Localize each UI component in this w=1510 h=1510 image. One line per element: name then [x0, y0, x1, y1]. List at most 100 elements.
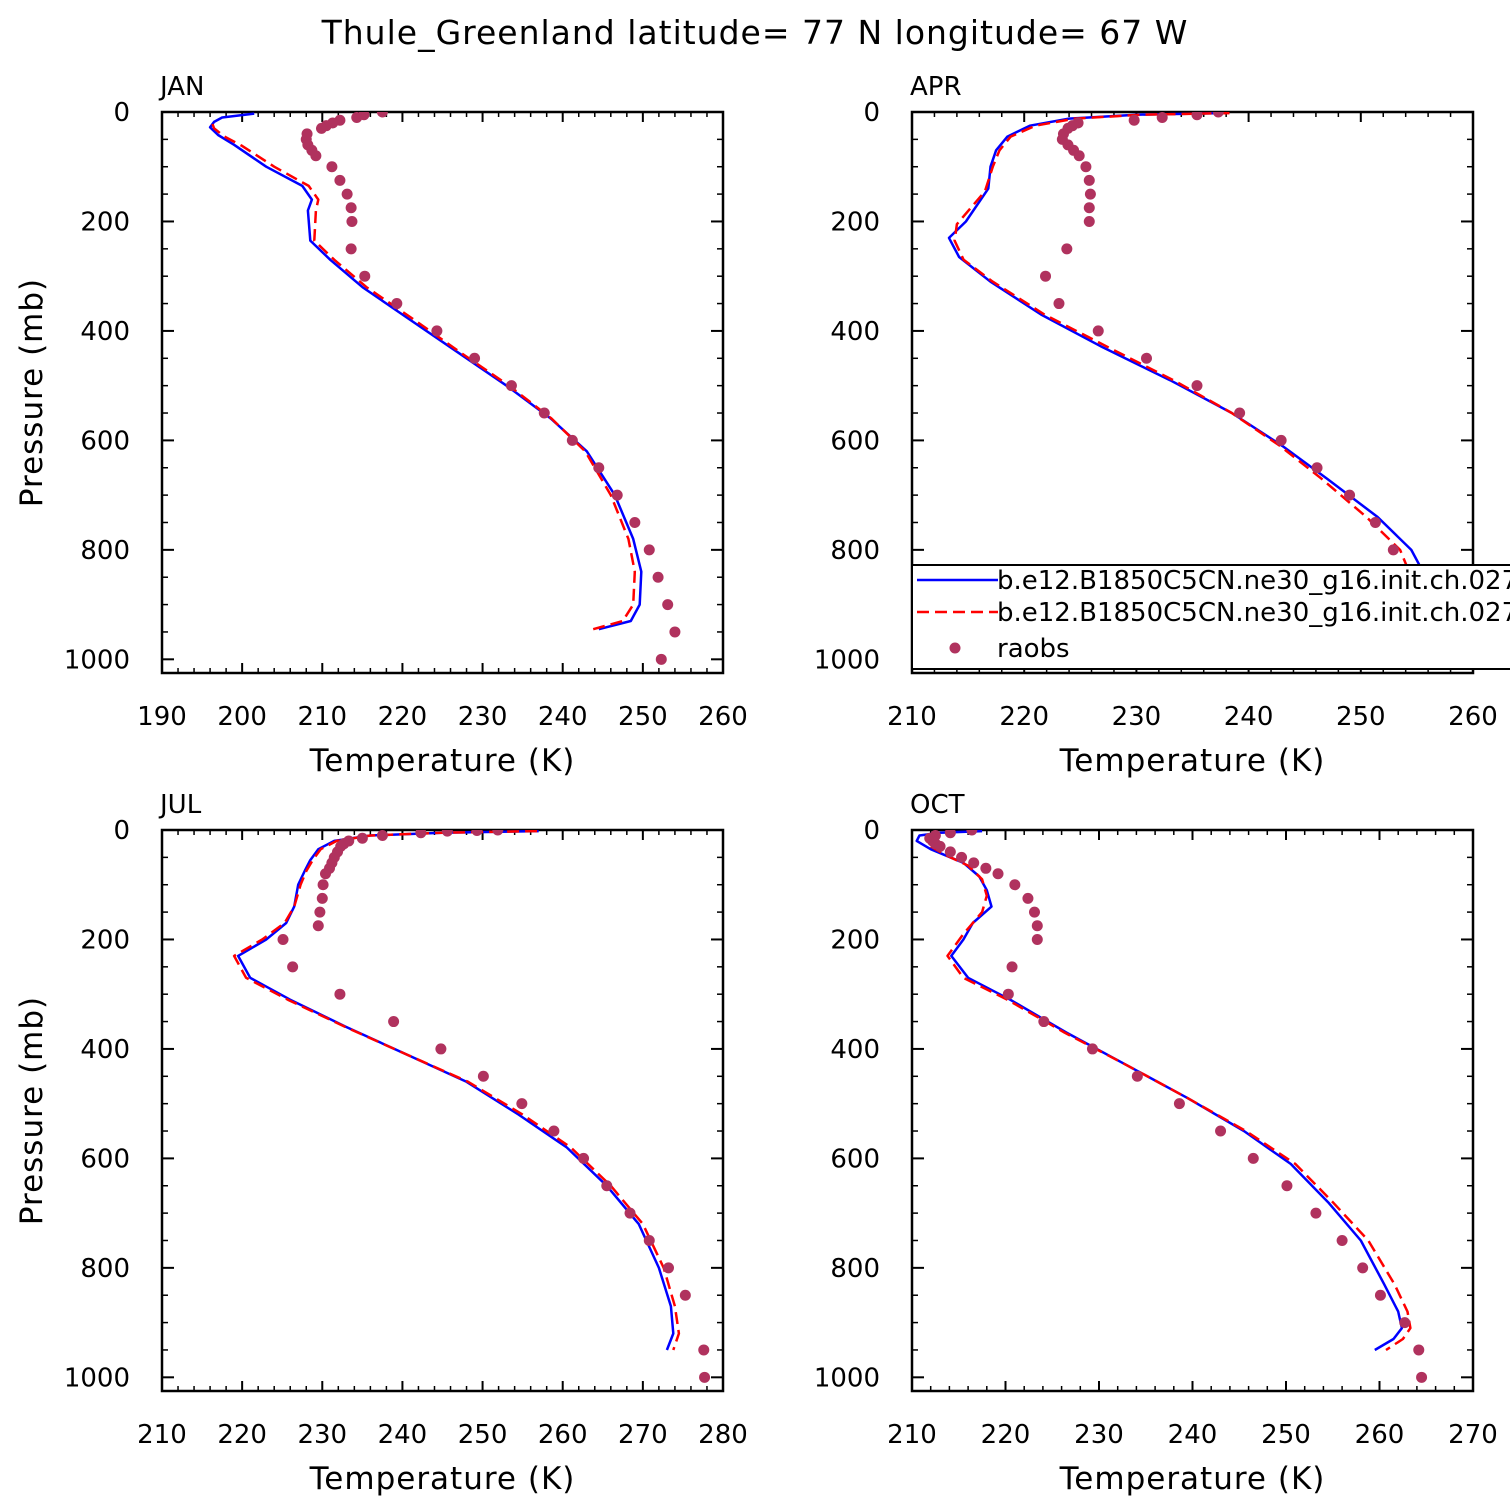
- raobs-point: [391, 298, 403, 310]
- x-tick-label: 260: [698, 702, 748, 732]
- y-tick-label: 600: [80, 426, 130, 456]
- x-tick-label: 260: [1448, 702, 1498, 732]
- y-axis-label: Pressure (mb): [14, 996, 50, 1225]
- raobs-point: [477, 1070, 489, 1082]
- figure-title: Thule_Greenland latitude= 77 N longitude…: [321, 13, 1189, 52]
- model-1-solid-line: [915, 830, 1404, 1352]
- plot-frame: [160, 110, 725, 675]
- y-tick-label: 200: [80, 207, 130, 237]
- raobs-point: [679, 1289, 691, 1301]
- y-tick-label: 600: [830, 1144, 880, 1174]
- y-tick-label: 1000: [814, 645, 880, 675]
- raobs-point: [1131, 1070, 1143, 1082]
- y-tick-label: 800: [80, 536, 130, 566]
- y-tick-label: 400: [80, 1035, 130, 1065]
- y-tick-label: 1000: [814, 1363, 880, 1393]
- raobs-point: [1399, 1317, 1411, 1329]
- raobs-point: [698, 1344, 710, 1356]
- x-tick-label: 220: [981, 1420, 1031, 1450]
- raobs-point: [319, 868, 331, 880]
- raobs-point: [624, 1207, 636, 1219]
- data-layer: [208, 112, 681, 665]
- raobs-point: [980, 862, 992, 874]
- raobs-point: [1083, 174, 1095, 186]
- raobs-point: [359, 270, 371, 282]
- raobs-point: [548, 1125, 560, 1137]
- raobs-point: [441, 830, 453, 837]
- model-2-dashed-line: [211, 123, 637, 631]
- raobs-point: [538, 407, 550, 419]
- raobs-point: [314, 906, 326, 918]
- raobs-point: [662, 599, 674, 611]
- y-tick-label: 400: [80, 317, 130, 347]
- raobs-point: [593, 462, 605, 474]
- x-tick-label: 220: [217, 1420, 267, 1450]
- panel-label: JUL: [158, 790, 202, 820]
- raobs-point: [1038, 1016, 1050, 1028]
- x-tick-label: 210: [887, 1420, 937, 1450]
- x-axis-label: Temperature (K): [1059, 743, 1326, 779]
- raobs-point: [629, 516, 641, 528]
- raobs-point: [1006, 961, 1018, 973]
- legend: b.e12.B1850C5CN.ne30_g16.init.ch.027b.e1…: [911, 564, 1510, 670]
- raobs-point: [1344, 489, 1356, 501]
- y-tick-label: 0: [113, 98, 130, 128]
- data-layer: [232, 830, 711, 1383]
- panel-label: APR: [910, 72, 962, 102]
- raobs-point: [469, 352, 481, 364]
- raobs-point: [1022, 892, 1034, 904]
- raobs-point: [1061, 243, 1073, 255]
- raobs-point: [663, 1262, 675, 1274]
- raobs-point: [492, 830, 504, 836]
- x-tick-label: 240: [1224, 702, 1274, 732]
- raobs-point: [356, 832, 368, 844]
- panel-label: OCT: [910, 790, 965, 820]
- raobs-point: [1083, 202, 1095, 214]
- plot-frame: [160, 828, 725, 1393]
- raobs-point: [334, 174, 346, 186]
- raobs-point: [1128, 114, 1140, 126]
- x-tick-label: 230: [1112, 702, 1162, 732]
- y-tick-label: 800: [830, 1254, 880, 1284]
- x-tick-label: 210: [297, 702, 347, 732]
- y-tick-label: 0: [863, 816, 880, 846]
- x-tick-label: 270: [618, 1420, 668, 1450]
- raobs-point: [611, 489, 623, 501]
- raobs-point: [1053, 298, 1065, 310]
- raobs-point: [1387, 544, 1399, 556]
- x-axis-label: Temperature (K): [309, 743, 576, 779]
- raobs-point: [505, 380, 517, 392]
- x-tick-label: 250: [458, 1420, 508, 1450]
- model-1-solid-line: [947, 112, 1430, 634]
- panel-oct: OCT 210 220 230 240 250 260 270 0 200 400 600 800 100…: [814, 790, 1498, 1497]
- raobs-point: [1086, 1043, 1098, 1055]
- legend-body: b.e12.B1850C5CN.ne30_g16.init.ch.027b.e1…: [911, 564, 1510, 670]
- raobs-point: [1275, 434, 1287, 446]
- x-tick-label: 200: [217, 702, 267, 732]
- raobs-point: [1369, 516, 1381, 528]
- model-2-dashed-line: [930, 845, 1412, 1352]
- raobs-point: [1413, 1344, 1425, 1356]
- panel-jan: JAN 190 200 210 220 230 240 250 260 0 200 400 600 800…: [14, 72, 748, 779]
- x-tick-label: 250: [1336, 702, 1386, 732]
- legend-entry-label: b.e12.B1850C5CN.ne30_g16.init.ch.027: [997, 598, 1510, 628]
- x-tick-label: 250: [1261, 1420, 1311, 1450]
- y-axis-label: Pressure (mb): [14, 278, 50, 507]
- raobs-point: [287, 961, 299, 973]
- raobs-point: [1002, 988, 1014, 1000]
- raobs-point: [326, 161, 338, 173]
- raobs-point: [566, 434, 578, 446]
- raobs-point: [351, 112, 363, 123]
- panel-apr: APR 210 220 230 240 250 260 0 200 400 600 800 1000 Te…: [814, 72, 1498, 779]
- raobs-point: [1092, 325, 1104, 337]
- raobs-point: [516, 1098, 528, 1110]
- x-tick-label: 190: [137, 702, 187, 732]
- panel-jul: JUL 210 220 230 240 250 260 270 280 0 200 400 600 800…: [14, 790, 748, 1497]
- raobs-point: [277, 933, 289, 945]
- x-tick-label: 210: [137, 1420, 187, 1450]
- raobs-point: [934, 840, 946, 852]
- raobs-point: [968, 857, 980, 869]
- raobs-point: [699, 1371, 711, 1383]
- raobs-point: [944, 830, 956, 839]
- x-axis-label: Temperature (K): [309, 1461, 576, 1497]
